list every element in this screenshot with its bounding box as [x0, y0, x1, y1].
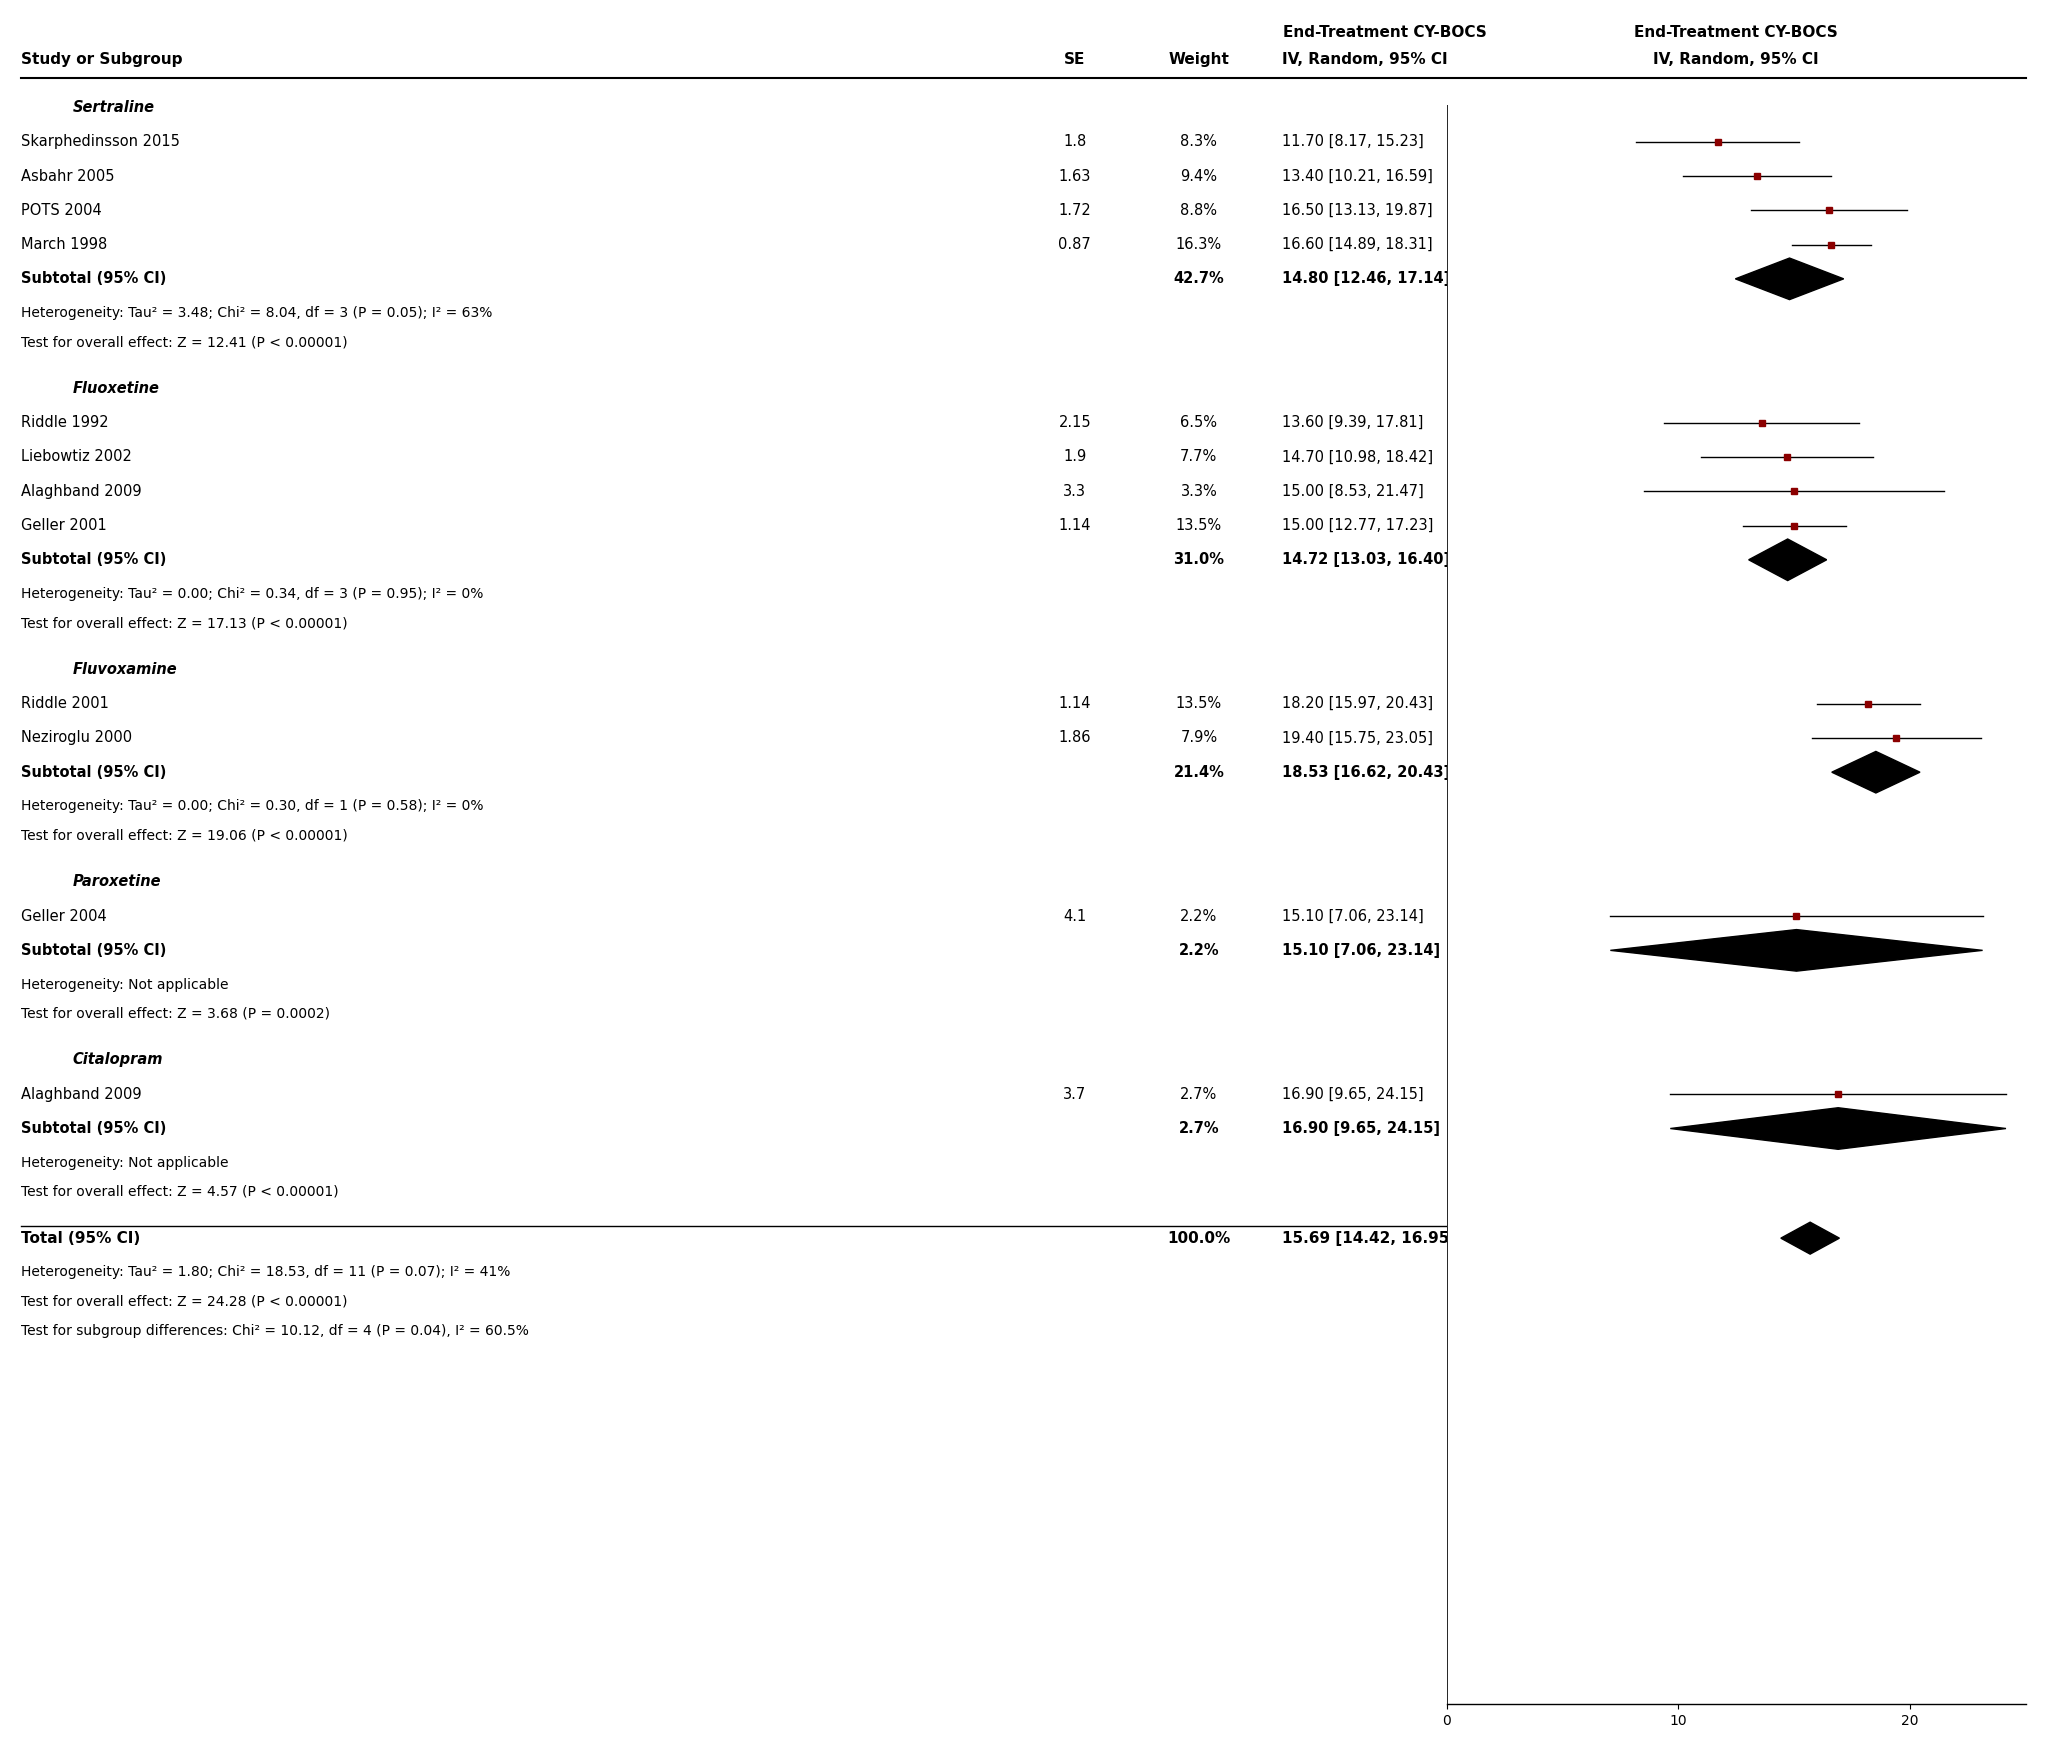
Text: 7.7%: 7.7%	[1180, 450, 1217, 464]
Text: March 1998: March 1998	[21, 237, 107, 251]
Text: Skarphedinsson 2015: Skarphedinsson 2015	[21, 134, 180, 149]
Text: 15.00 [8.53, 21.47]: 15.00 [8.53, 21.47]	[1282, 483, 1424, 499]
Text: 1.8: 1.8	[1062, 134, 1087, 149]
Text: Heterogeneity: Not applicable: Heterogeneity: Not applicable	[21, 1156, 227, 1170]
Polygon shape	[1782, 1223, 1840, 1254]
Text: 16.50 [13.13, 19.87]: 16.50 [13.13, 19.87]	[1282, 202, 1432, 218]
Text: Test for overall effect: Z = 12.41 (P < 0.00001): Test for overall effect: Z = 12.41 (P < …	[21, 336, 347, 350]
Text: 13.60 [9.39, 17.81]: 13.60 [9.39, 17.81]	[1282, 415, 1422, 430]
Text: Alaghband 2009: Alaghband 2009	[21, 1088, 141, 1102]
Text: Alaghband 2009: Alaghband 2009	[21, 483, 141, 499]
Text: Heterogeneity: Tau² = 3.48; Chi² = 8.04, df = 3 (P = 0.05); I² = 63%: Heterogeneity: Tau² = 3.48; Chi² = 8.04,…	[21, 306, 492, 320]
Text: Test for subgroup differences: Chi² = 10.12, df = 4 (P = 0.04), I² = 60.5%: Test for subgroup differences: Chi² = 10…	[21, 1323, 529, 1337]
Text: 2.2%: 2.2%	[1178, 944, 1220, 958]
Polygon shape	[1610, 929, 1982, 972]
Text: Riddle 1992: Riddle 1992	[21, 415, 107, 430]
Text: 6.5%: 6.5%	[1180, 415, 1217, 430]
Text: 15.00 [12.77, 17.23]: 15.00 [12.77, 17.23]	[1282, 518, 1432, 532]
Text: Heterogeneity: Tau² = 1.80; Chi² = 18.53, df = 11 (P = 0.07); I² = 41%: Heterogeneity: Tau² = 1.80; Chi² = 18.53…	[21, 1265, 511, 1279]
Text: 1.86: 1.86	[1058, 731, 1091, 745]
Polygon shape	[1831, 752, 1920, 792]
Text: 2.7%: 2.7%	[1178, 1121, 1220, 1137]
Text: 11.70 [8.17, 15.23]: 11.70 [8.17, 15.23]	[1282, 134, 1424, 149]
Text: 2.7%: 2.7%	[1180, 1088, 1217, 1102]
Text: Geller 2004: Geller 2004	[21, 908, 105, 924]
Text: Test for overall effect: Z = 4.57 (P < 0.00001): Test for overall effect: Z = 4.57 (P < 0…	[21, 1184, 339, 1198]
Text: IV, Random, 95% CI: IV, Random, 95% CI	[1282, 53, 1447, 67]
Text: Subtotal (95% CI): Subtotal (95% CI)	[21, 944, 165, 958]
Text: Test for overall effect: Z = 17.13 (P < 0.00001): Test for overall effect: Z = 17.13 (P < …	[21, 617, 347, 631]
Text: 3.3: 3.3	[1062, 483, 1087, 499]
Text: 2.2%: 2.2%	[1180, 908, 1217, 924]
Text: Sertraline: Sertraline	[72, 100, 155, 114]
Text: 1.14: 1.14	[1058, 518, 1091, 532]
Text: 13.40 [10.21, 16.59]: 13.40 [10.21, 16.59]	[1282, 169, 1432, 183]
Text: Subtotal (95% CI): Subtotal (95% CI)	[21, 764, 165, 780]
Text: Subtotal (95% CI): Subtotal (95% CI)	[21, 1121, 165, 1137]
Text: Heterogeneity: Tau² = 0.00; Chi² = 0.34, df = 3 (P = 0.95); I² = 0%: Heterogeneity: Tau² = 0.00; Chi² = 0.34,…	[21, 587, 484, 601]
Text: 1.72: 1.72	[1058, 202, 1091, 218]
Text: 8.3%: 8.3%	[1180, 134, 1217, 149]
Text: 15.10 [7.06, 23.14]: 15.10 [7.06, 23.14]	[1282, 908, 1424, 924]
Text: 15.10 [7.06, 23.14]: 15.10 [7.06, 23.14]	[1282, 944, 1439, 958]
Text: Study or Subgroup: Study or Subgroup	[21, 53, 182, 67]
Text: Test for overall effect: Z = 19.06 (P < 0.00001): Test for overall effect: Z = 19.06 (P < …	[21, 829, 347, 843]
Text: 13.5%: 13.5%	[1176, 518, 1222, 532]
Text: 31.0%: 31.0%	[1174, 552, 1224, 568]
Text: IV, Random, 95% CI: IV, Random, 95% CI	[1654, 53, 1819, 67]
Text: 14.80 [12.46, 17.14]: 14.80 [12.46, 17.14]	[1282, 271, 1449, 286]
Text: 9.4%: 9.4%	[1180, 169, 1217, 183]
Text: SE: SE	[1065, 53, 1085, 67]
Text: 1.63: 1.63	[1058, 169, 1091, 183]
Text: Riddle 2001: Riddle 2001	[21, 696, 110, 712]
Text: Citalopram: Citalopram	[72, 1052, 163, 1068]
Text: 3.3%: 3.3%	[1180, 483, 1217, 499]
Text: Liebowtiz 2002: Liebowtiz 2002	[21, 450, 132, 464]
Text: 16.60 [14.89, 18.31]: 16.60 [14.89, 18.31]	[1282, 237, 1432, 251]
Text: 18.20 [15.97, 20.43]: 18.20 [15.97, 20.43]	[1282, 696, 1432, 712]
Text: Test for overall effect: Z = 24.28 (P < 0.00001): Test for overall effect: Z = 24.28 (P < …	[21, 1295, 347, 1309]
Text: 16.3%: 16.3%	[1176, 237, 1222, 251]
Text: 16.90 [9.65, 24.15]: 16.90 [9.65, 24.15]	[1282, 1121, 1439, 1137]
Text: 7.9%: 7.9%	[1180, 731, 1217, 745]
Text: 0.87: 0.87	[1058, 237, 1091, 251]
Text: Neziroglu 2000: Neziroglu 2000	[21, 731, 132, 745]
Text: Total (95% CI): Total (95% CI)	[21, 1230, 141, 1246]
Text: 15.69 [14.42, 16.95]: 15.69 [14.42, 16.95]	[1282, 1230, 1455, 1246]
Text: 1.9: 1.9	[1062, 450, 1087, 464]
Polygon shape	[1736, 258, 1844, 300]
Text: 18.53 [16.62, 20.43]: 18.53 [16.62, 20.43]	[1282, 764, 1449, 780]
Text: 100.0%: 100.0%	[1168, 1230, 1230, 1246]
Polygon shape	[1749, 539, 1827, 580]
Polygon shape	[1670, 1107, 2005, 1149]
Text: 16.90 [9.65, 24.15]: 16.90 [9.65, 24.15]	[1282, 1088, 1424, 1102]
Text: Heterogeneity: Not applicable: Heterogeneity: Not applicable	[21, 977, 227, 991]
Text: POTS 2004: POTS 2004	[21, 202, 101, 218]
Text: 14.72 [13.03, 16.40]: 14.72 [13.03, 16.40]	[1282, 552, 1449, 568]
Text: Subtotal (95% CI): Subtotal (95% CI)	[21, 271, 165, 286]
Text: Heterogeneity: Tau² = 0.00; Chi² = 0.30, df = 1 (P = 0.58); I² = 0%: Heterogeneity: Tau² = 0.00; Chi² = 0.30,…	[21, 799, 484, 813]
Text: 8.8%: 8.8%	[1180, 202, 1217, 218]
Text: Weight: Weight	[1168, 53, 1230, 67]
Text: 1.14: 1.14	[1058, 696, 1091, 712]
Text: End-Treatment CY-BOCS: End-Treatment CY-BOCS	[1284, 25, 1486, 40]
Text: Geller 2001: Geller 2001	[21, 518, 105, 532]
Text: 3.7: 3.7	[1062, 1088, 1087, 1102]
Text: Fluvoxamine: Fluvoxamine	[72, 662, 178, 676]
Text: 19.40 [15.75, 23.05]: 19.40 [15.75, 23.05]	[1282, 731, 1432, 745]
Text: Paroxetine: Paroxetine	[72, 875, 161, 889]
Text: Asbahr 2005: Asbahr 2005	[21, 169, 114, 183]
Text: 42.7%: 42.7%	[1174, 271, 1224, 286]
Text: End-Treatment CY-BOCS: End-Treatment CY-BOCS	[1635, 25, 1838, 40]
Text: 14.70 [10.98, 18.42]: 14.70 [10.98, 18.42]	[1282, 450, 1432, 464]
Text: Test for overall effect: Z = 3.68 (P = 0.0002): Test for overall effect: Z = 3.68 (P = 0…	[21, 1007, 329, 1021]
Text: Subtotal (95% CI): Subtotal (95% CI)	[21, 552, 165, 568]
Text: Fluoxetine: Fluoxetine	[72, 381, 159, 395]
Text: 2.15: 2.15	[1058, 415, 1091, 430]
Text: 21.4%: 21.4%	[1174, 764, 1224, 780]
Text: 13.5%: 13.5%	[1176, 696, 1222, 712]
Text: 4.1: 4.1	[1062, 908, 1087, 924]
